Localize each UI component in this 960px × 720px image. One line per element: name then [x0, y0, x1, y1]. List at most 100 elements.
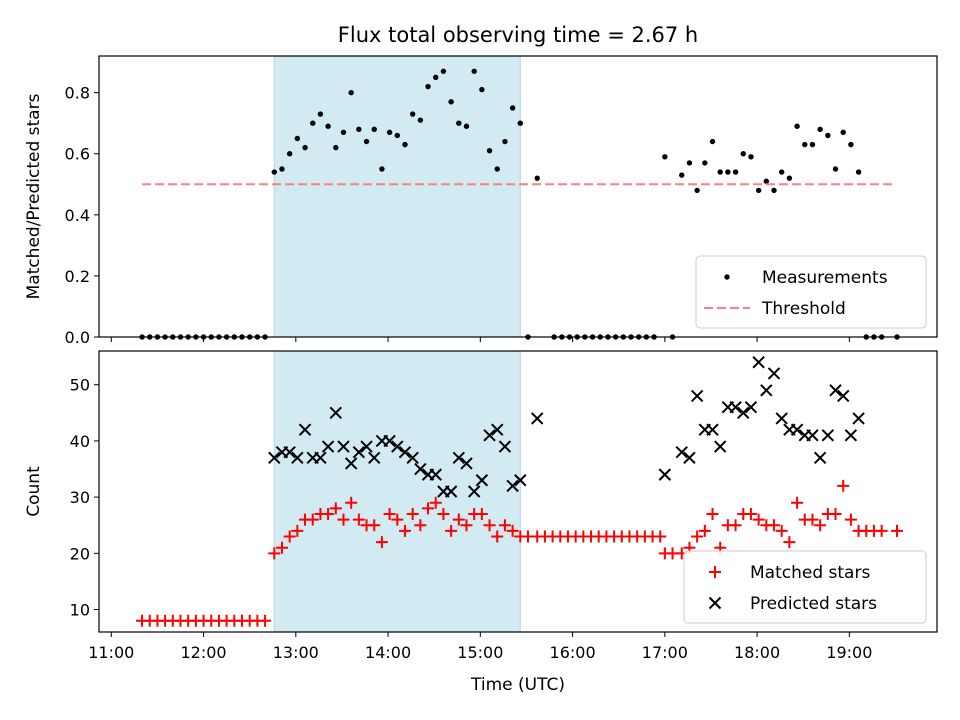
data-point — [662, 154, 668, 160]
data-point — [679, 172, 685, 178]
series-matched-stars — [136, 479, 904, 627]
data-point — [271, 169, 277, 175]
data-point — [291, 451, 304, 464]
x-tick-label: 16:00 — [550, 643, 596, 662]
y-tick-label: 10 — [70, 601, 90, 620]
data-point — [444, 485, 458, 498]
data-point — [360, 440, 373, 453]
data-point — [348, 89, 354, 96]
data-point — [456, 120, 462, 126]
data-point — [429, 496, 442, 509]
y-tick-label: 20 — [70, 544, 90, 563]
data-point — [445, 524, 458, 537]
data-point — [363, 138, 370, 145]
panel-1: 0.0 0.2 0.4 0.6 0.8 Matched/Predicted stars Me… — [24, 55, 938, 347]
data-point — [406, 451, 419, 464]
data-point — [317, 111, 324, 117]
shaded-interval — [273, 350, 521, 633]
data-point — [402, 141, 408, 148]
data-point — [356, 126, 362, 133]
data-point — [740, 151, 746, 157]
data-point — [717, 169, 723, 175]
data-point — [491, 423, 504, 436]
data-point — [460, 519, 473, 532]
data-point — [675, 445, 688, 459]
data-point — [409, 111, 416, 117]
axes-frame — [98, 350, 938, 633]
data-point — [352, 445, 366, 459]
data-point — [779, 169, 785, 175]
data-point — [283, 530, 296, 543]
legend-label: Threshold — [761, 299, 846, 319]
data-point — [814, 519, 827, 532]
data-point — [291, 524, 304, 537]
data-point — [709, 138, 716, 145]
data-point — [832, 166, 839, 172]
data-point — [791, 496, 804, 509]
data-point — [375, 536, 388, 549]
data-point — [694, 187, 700, 194]
data-point — [829, 507, 842, 520]
data-point — [383, 507, 396, 520]
legend-marker — [724, 274, 730, 280]
data-point — [448, 99, 454, 105]
data-point — [440, 68, 447, 74]
data-point — [337, 513, 350, 526]
data-point — [517, 120, 524, 126]
data-point — [414, 519, 427, 532]
y-tick-label: 0.2 — [65, 267, 90, 286]
legend-marker — [709, 566, 721, 578]
data-point — [298, 423, 312, 436]
data-point — [767, 367, 781, 380]
data-point — [790, 423, 804, 436]
data-point — [817, 126, 823, 133]
data-point — [398, 445, 412, 459]
data-point — [498, 440, 512, 453]
data-point — [706, 507, 719, 520]
data-point — [768, 519, 781, 532]
data-point — [698, 524, 711, 537]
data-point — [691, 530, 704, 543]
data-point — [386, 129, 393, 136]
series-predicted-stars — [268, 356, 865, 498]
data-point — [425, 83, 431, 90]
data-point — [821, 429, 835, 442]
data-point — [460, 457, 473, 470]
legend-label: Matched stars — [750, 563, 870, 583]
data-point — [394, 132, 400, 139]
x-tick-label: 14:00 — [365, 643, 411, 662]
data-point — [809, 141, 816, 148]
data-point — [760, 384, 773, 397]
panel-2: 10 20 30 40 50 11:00 12:00 13:00 14:00 15:00 16:00… — [24, 350, 938, 662]
data-point — [534, 175, 540, 181]
data-point — [806, 513, 819, 526]
data-point — [531, 412, 544, 425]
data-point — [825, 132, 831, 139]
data-point — [279, 166, 285, 172]
data-point — [802, 141, 808, 148]
data-point — [732, 169, 739, 175]
data-point — [829, 384, 842, 397]
data-point — [433, 74, 439, 81]
data-point — [463, 123, 470, 129]
data-point — [502, 138, 508, 145]
y-tick-label: 30 — [70, 488, 90, 507]
shaded-interval — [273, 55, 521, 338]
data-point — [429, 468, 442, 481]
data-point — [437, 507, 450, 520]
data-point — [325, 123, 331, 129]
data-point — [398, 524, 411, 537]
data-point — [268, 451, 281, 464]
data-point — [333, 144, 339, 151]
data-point — [467, 485, 481, 498]
data-point — [379, 166, 385, 172]
data-point — [725, 169, 731, 175]
data-point — [775, 412, 788, 425]
data-point — [268, 547, 281, 560]
data-point — [840, 129, 846, 136]
x-tick-label: 18:00 — [734, 643, 780, 662]
data-point — [748, 154, 754, 160]
data-point — [483, 519, 496, 532]
data-point — [806, 429, 819, 442]
data-point — [506, 524, 519, 537]
